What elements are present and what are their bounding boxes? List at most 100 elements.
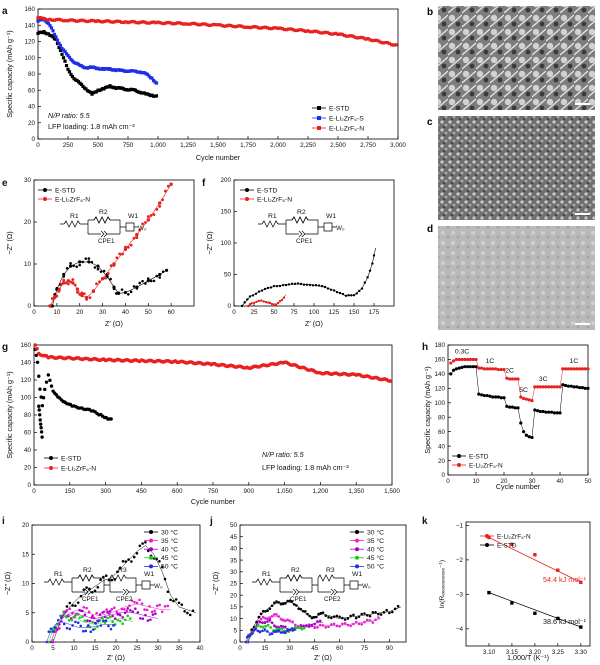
legend-label: E-Li₂ZrF₆-N	[329, 125, 364, 132]
data-point	[121, 622, 125, 625]
data-point	[510, 405, 514, 409]
data-point	[129, 243, 133, 247]
circuit-cpe2: CPE2	[324, 596, 341, 603]
data-point	[513, 406, 517, 410]
data-point	[327, 615, 330, 619]
panel-k-letter: k	[422, 516, 428, 527]
circuit-wire	[88, 216, 121, 238]
data-point	[183, 609, 186, 613]
series-line	[450, 366, 588, 438]
data-point	[460, 357, 464, 362]
data-point	[538, 385, 543, 389]
data-point	[552, 385, 557, 389]
data-point	[364, 37, 368, 41]
data-point	[95, 611, 98, 615]
x-tick-label: 750	[208, 488, 219, 495]
y-tick-label: 140	[434, 371, 445, 378]
data-point	[53, 625, 57, 629]
data-point	[49, 26, 54, 30]
series-line	[52, 545, 196, 643]
data-point	[316, 620, 319, 623]
data-point	[290, 282, 294, 285]
data-point	[94, 19, 98, 24]
data-point	[38, 418, 42, 422]
data-point	[349, 624, 352, 628]
x-tick-label: 600	[172, 488, 183, 495]
data-point	[39, 426, 43, 430]
data-point	[368, 38, 372, 42]
x-tick-label: 125	[329, 309, 340, 316]
data-point	[154, 612, 157, 615]
legend-marker	[485, 534, 489, 538]
data-point	[38, 16, 42, 20]
data-point	[88, 296, 92, 300]
data-point	[266, 623, 270, 627]
x-tick-label: 0	[32, 309, 36, 316]
x-tick-label: 45	[311, 645, 319, 652]
data-point	[146, 279, 150, 283]
legend-label: 30 °C	[161, 528, 178, 536]
data-point	[67, 619, 71, 622]
data-point	[71, 604, 74, 607]
y-tick-label: 50	[224, 272, 232, 279]
series-line	[245, 630, 297, 643]
data-point	[291, 620, 294, 624]
data-point	[496, 395, 500, 399]
data-point	[121, 252, 124, 256]
panel-g-letter: g	[2, 342, 8, 353]
panel-e-letter: e	[2, 178, 8, 189]
data-point	[80, 293, 84, 298]
data-point	[156, 20, 160, 24]
data-point	[112, 287, 116, 291]
data-point	[139, 20, 143, 24]
data-point	[52, 32, 57, 37]
x-tick-label: 750	[123, 142, 134, 149]
data-point	[530, 435, 534, 440]
x-tick-label: 1,500	[210, 142, 226, 149]
data-point	[336, 32, 340, 37]
data-point	[50, 304, 54, 308]
data-point	[533, 385, 537, 389]
y-tick-label: 0	[233, 639, 237, 646]
data-point	[533, 553, 537, 557]
data-point	[58, 627, 61, 630]
panel-a: a 0 250 500 750 1,000 1,250 1,500 1,750 2,000 2,25…	[2, 6, 406, 162]
activation-energy-red: 54.4 kJ mol⁻¹	[543, 575, 587, 584]
data-point	[74, 620, 77, 624]
data-point	[62, 278, 66, 282]
legend-marker	[43, 188, 47, 192]
data-point	[340, 32, 344, 36]
data-point	[78, 260, 82, 264]
sem-image-d	[438, 226, 595, 330]
circuit-cpe1: CPE1	[98, 238, 115, 245]
data-point	[564, 383, 568, 388]
rate-label: 0.3C	[455, 349, 469, 356]
data-point	[150, 76, 154, 80]
data-point	[203, 22, 207, 26]
data-point	[317, 30, 321, 34]
data-point	[50, 297, 54, 300]
data-point	[108, 615, 112, 619]
data-point	[83, 19, 87, 23]
data-point	[385, 608, 388, 612]
data-point	[113, 20, 117, 24]
x-axis-title: Z′ (Ω)	[305, 319, 323, 328]
data-point	[158, 559, 161, 563]
x-tick-label: 15	[261, 645, 269, 652]
data-point	[124, 560, 128, 563]
data-point	[558, 385, 562, 389]
data-point	[66, 67, 70, 71]
data-point	[146, 215, 150, 218]
plot-area-frame	[465, 521, 591, 647]
circuit-wire	[252, 578, 280, 586]
data-point	[162, 21, 167, 26]
data-point	[107, 19, 111, 23]
data-point	[125, 609, 129, 613]
data-point	[85, 586, 88, 589]
x-tick-label: 900	[244, 488, 255, 495]
data-point	[258, 630, 262, 634]
data-point	[477, 392, 481, 396]
data-point	[519, 395, 523, 399]
data-point	[561, 367, 565, 371]
data-point	[72, 19, 77, 23]
